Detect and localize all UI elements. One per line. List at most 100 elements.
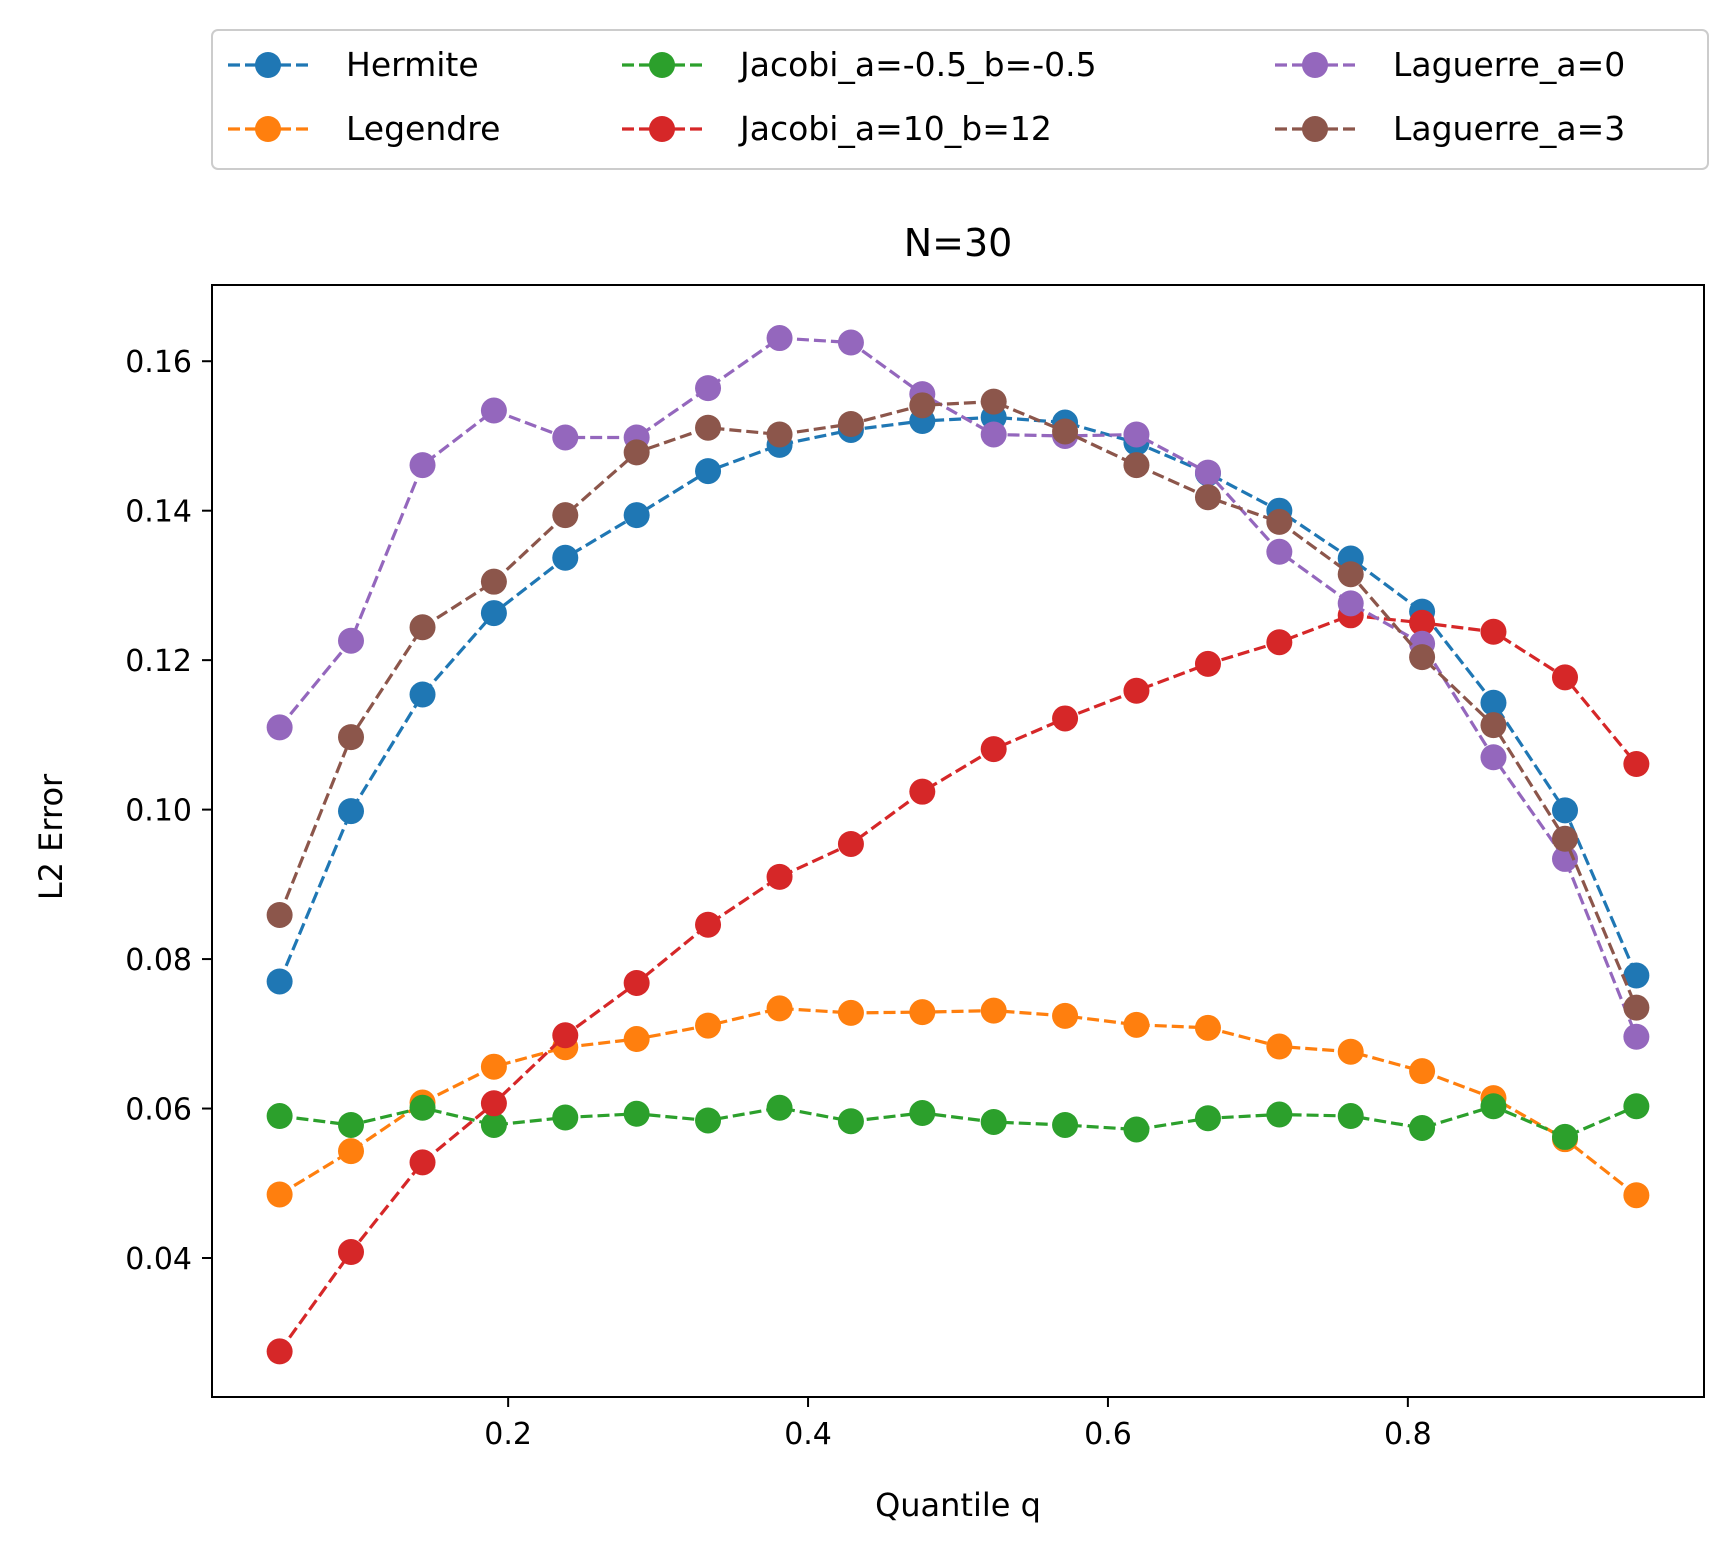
data-point-hermite	[409, 681, 436, 708]
data-point-laguerre-a-3	[909, 392, 936, 419]
data-point-laguerre-a-0	[1194, 459, 1221, 486]
data-point-laguerre-a-3	[980, 388, 1007, 415]
data-point-hermite	[1551, 797, 1578, 824]
data-point-laguerre-a-0	[480, 397, 507, 424]
y-tick-label: 0.12	[125, 644, 192, 679]
data-point-jacobi-a-10-b-12	[695, 911, 722, 938]
legend-label: Laguerre_a=0	[1393, 45, 1625, 84]
data-point-jacobi-a-0-5-b-0-5	[695, 1107, 722, 1134]
data-point-laguerre-a-3	[409, 614, 436, 641]
data-point-jacobi-a-10-b-12	[1623, 751, 1650, 778]
data-point-laguerre-a-0	[1623, 1023, 1650, 1050]
data-point-legendre	[837, 999, 864, 1026]
data-point-laguerre-a-3	[1194, 484, 1221, 511]
data-point-jacobi-a-0-5-b-0-5	[338, 1111, 365, 1138]
y-tick-label: 0.06	[125, 1093, 192, 1128]
data-point-jacobi-a-0-5-b-0-5	[409, 1094, 436, 1121]
data-point-jacobi-a-10-b-12	[338, 1239, 365, 1266]
data-point-laguerre-a-3	[837, 411, 864, 437]
data-point-hermite	[623, 502, 650, 529]
legend-label: Legendre	[346, 109, 500, 148]
data-point-legendre	[480, 1053, 507, 1080]
legend-item-hermite: Hermite	[228, 45, 479, 84]
y-tick-label: 0.10	[125, 794, 192, 829]
x-axis-label: Quantile q	[875, 1486, 1041, 1524]
y-axis-label: L2 Error	[32, 773, 70, 900]
data-point-jacobi-a-10-b-12	[1194, 650, 1221, 677]
data-point-jacobi-a-10-b-12	[1123, 677, 1150, 704]
data-point-jacobi-a-10-b-12	[837, 830, 864, 857]
data-point-jacobi-a-0-5-b-0-5	[909, 1100, 936, 1127]
data-point-laguerre-a-0	[266, 714, 293, 741]
legend-item-laguerre-a-0: Laguerre_a=0	[1275, 45, 1625, 84]
data-point-jacobi-a-0-5-b-0-5	[623, 1100, 650, 1127]
data-point-legendre	[338, 1138, 365, 1165]
data-point-legendre	[623, 1026, 650, 1053]
series-line-hermite	[278, 415, 1638, 983]
data-point-laguerre-a-3	[1123, 452, 1150, 479]
y-tick-label: 0.08	[125, 943, 192, 978]
data-point-jacobi-a-0-5-b-0-5	[1052, 1111, 1079, 1138]
data-point-legendre	[1623, 1182, 1650, 1209]
data-point-jacobi-a-10-b-12	[1409, 609, 1436, 636]
data-point-laguerre-a-0	[1337, 590, 1364, 617]
legend-swatch-marker	[649, 116, 675, 142]
legend-swatch-marker	[649, 52, 675, 78]
data-point-laguerre-a-0	[1480, 744, 1507, 771]
data-point-laguerre-a-3	[1409, 644, 1436, 671]
data-point-jacobi-a-10-b-12	[980, 736, 1007, 763]
data-point-laguerre-a-0	[338, 627, 365, 654]
data-point-laguerre-a-0	[695, 375, 722, 402]
data-point-hermite	[695, 458, 722, 485]
data-point-jacobi-a-0-5-b-0-5	[1480, 1093, 1507, 1120]
data-point-laguerre-a-3	[552, 502, 579, 529]
data-point-jacobi-a-10-b-12	[909, 778, 936, 805]
legend-item-legendre: Legendre	[228, 109, 500, 148]
data-point-jacobi-a-0-5-b-0-5	[1623, 1093, 1650, 1120]
data-point-laguerre-a-3	[1337, 561, 1364, 588]
y-tick-label: 0.16	[125, 345, 192, 380]
data-point-laguerre-a-0	[980, 421, 1007, 448]
data-point-legendre	[1266, 1033, 1293, 1060]
series-jacobi-a-0-5-b-0-5	[266, 1093, 1650, 1150]
data-point-legendre	[695, 1012, 722, 1039]
data-point-jacobi-a-0-5-b-0-5	[1194, 1105, 1221, 1132]
data-point-hermite	[1480, 689, 1507, 716]
data-point-laguerre-a-3	[480, 568, 507, 595]
data-point-laguerre-a-3	[266, 901, 293, 928]
legend-item-laguerre-a-3: Laguerre_a=3	[1275, 109, 1625, 148]
data-point-hermite	[338, 798, 365, 825]
series-line-laguerre-a-3	[278, 399, 1638, 1009]
data-point-jacobi-a-10-b-12	[409, 1149, 436, 1176]
data-point-laguerre-a-0	[1266, 538, 1293, 565]
data-point-jacobi-a-10-b-12	[552, 1022, 579, 1049]
legend: Hermite Legendre Jacobi_a=-0.5_b=-0.5 Jacob…	[211, 29, 1709, 170]
data-point-legendre	[1337, 1038, 1364, 1065]
series-laguerre-a-3	[266, 388, 1650, 1021]
data-point-laguerre-a-3	[1551, 825, 1578, 852]
data-point-hermite	[266, 968, 293, 995]
data-point-legendre	[266, 1181, 293, 1208]
data-point-jacobi-a-0-5-b-0-5	[766, 1094, 793, 1121]
data-point-jacobi-a-10-b-12	[1480, 618, 1507, 645]
data-point-laguerre-a-3	[1623, 994, 1650, 1021]
data-point-laguerre-a-3	[623, 439, 650, 466]
data-point-laguerre-a-0	[766, 325, 793, 352]
data-point-jacobi-a-0-5-b-0-5	[1551, 1123, 1578, 1150]
axes-frame	[211, 284, 1705, 1398]
data-point-laguerre-a-3	[1266, 508, 1293, 535]
x-tick-label: 0.4	[784, 1417, 832, 1452]
data-point-jacobi-a-0-5-b-0-5	[1409, 1114, 1436, 1141]
legend-item-jacobi-a-0-5-b-0-5: Jacobi_a=-0.5_b=-0.5	[622, 45, 1097, 84]
data-point-jacobi-a-10-b-12	[1052, 705, 1079, 732]
chart-title: N=30	[904, 221, 1013, 265]
data-point-legendre	[1052, 1002, 1079, 1029]
data-point-jacobi-a-0-5-b-0-5	[480, 1111, 507, 1138]
data-point-jacobi-a-10-b-12	[266, 1338, 293, 1365]
data-point-laguerre-a-3	[338, 724, 365, 751]
legend-swatch-marker	[1302, 52, 1328, 78]
data-point-jacobi-a-0-5-b-0-5	[266, 1103, 293, 1130]
data-point-jacobi-a-10-b-12	[1266, 629, 1293, 656]
